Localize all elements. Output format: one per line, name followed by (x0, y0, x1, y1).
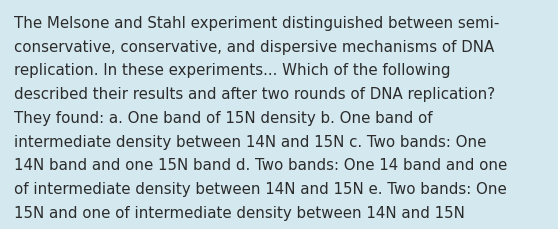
Text: The Melsone and Stahl experiment distinguished between semi-: The Melsone and Stahl experiment disting… (14, 16, 499, 31)
Text: They found: a. One band of 15N density b. One band of: They found: a. One band of 15N density b… (14, 110, 432, 125)
Text: 14N band and one 15N band d. Two bands: One 14 band and one: 14N band and one 15N band d. Two bands: … (14, 158, 507, 172)
Text: described their results and after two rounds of DNA replication?: described their results and after two ro… (14, 87, 495, 102)
Text: 15N and one of intermediate density between 14N and 15N: 15N and one of intermediate density betw… (14, 205, 465, 220)
Text: replication. In these experiments... Which of the following: replication. In these experiments... Whi… (14, 63, 450, 78)
Text: of intermediate density between 14N and 15N e. Two bands: One: of intermediate density between 14N and … (14, 181, 507, 196)
Text: intermediate density between 14N and 15N c. Two bands: One: intermediate density between 14N and 15N… (14, 134, 487, 149)
Text: conservative, conservative, and dispersive mechanisms of DNA: conservative, conservative, and dispersi… (14, 40, 494, 55)
